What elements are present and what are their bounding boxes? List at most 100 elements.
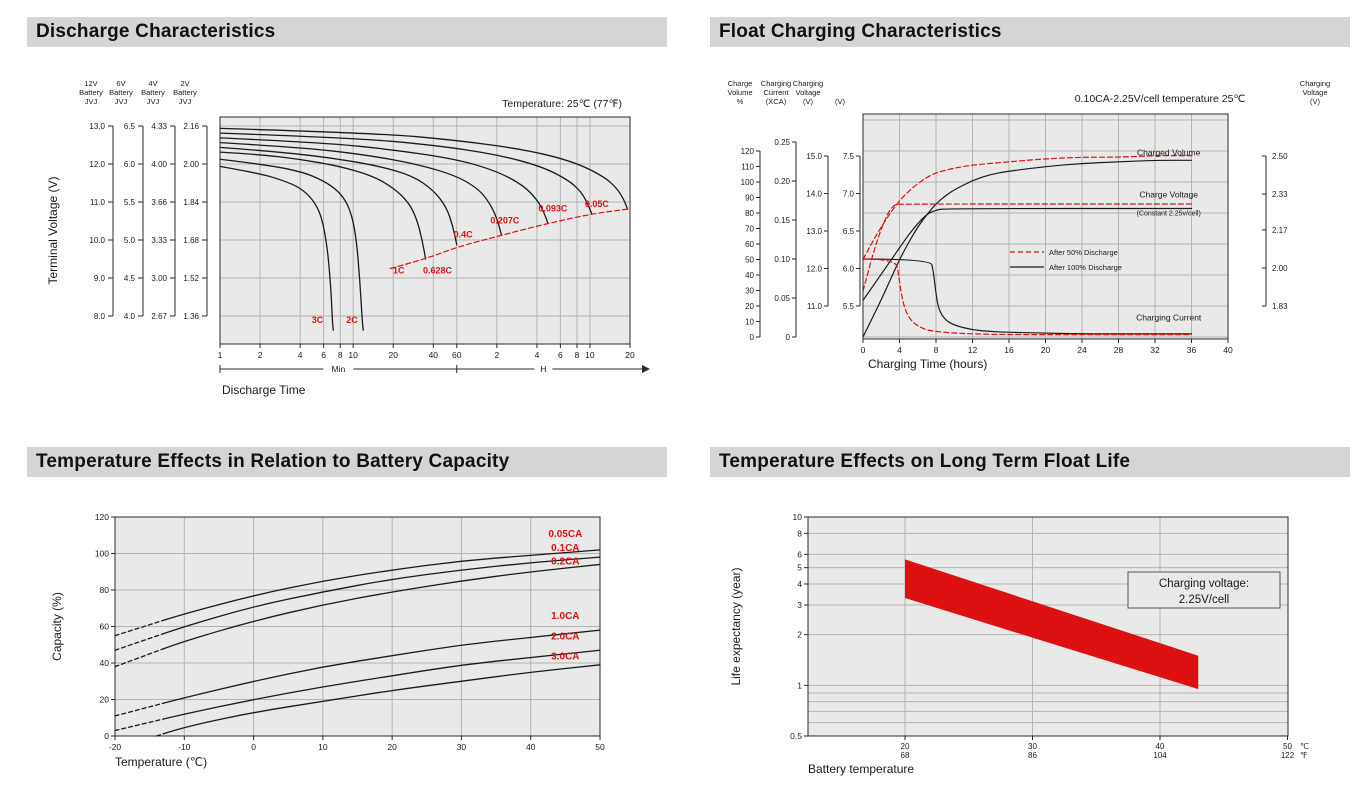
curve-label: 0.207C [490, 215, 520, 225]
x-tick-label: 0 [861, 345, 866, 355]
x-tick-fahrenheit: 122 [1281, 751, 1295, 760]
scale-header: 2V [180, 79, 189, 88]
axis-header: Volume [727, 88, 752, 97]
axis-arrow [642, 365, 650, 373]
panel-title-float-charging: Float Charging Characteristics [710, 17, 1350, 47]
curve-label: 0.1CA [551, 543, 579, 554]
scale-header: 12V [84, 79, 97, 88]
axis-value: 20 [745, 302, 754, 311]
axis-value: 7.0 [843, 190, 855, 199]
axis-value: 0.25 [774, 138, 790, 147]
axis-value: 10 [745, 318, 754, 327]
x-tick-label: 8 [338, 350, 343, 360]
annotation-line1: Charging voltage: [1159, 578, 1249, 590]
axis-value: 70 [745, 225, 754, 234]
scale-header: JVJ [115, 97, 128, 106]
plot-frame [862, 113, 1229, 340]
axis-value: 120 [741, 147, 755, 156]
scale-value: 4.5 [124, 274, 136, 283]
y-axis-title: Life expectancy (year) [729, 567, 743, 685]
x-tick-label: 16 [1004, 345, 1014, 355]
curve-label: 0.05CA [548, 529, 582, 540]
scale-header: Battery [79, 88, 103, 97]
curve-label: 2.0CA [551, 631, 579, 642]
scale-header: JVJ [85, 97, 98, 106]
curve-dashed-0.05CA [114, 619, 165, 637]
series-label: (Constant 2.25v/cell) [1137, 210, 1201, 217]
scale-value: 4.0 [124, 312, 136, 321]
axis-value: 0 [786, 333, 791, 342]
axis-header: Current [763, 88, 789, 97]
y-tick-label: 0.5 [790, 731, 802, 741]
scale-header: 6V [116, 79, 125, 88]
axis-value: 40 [745, 271, 754, 280]
discharge-curve-0.4C [219, 141, 503, 236]
x-tick-label: 20 [625, 350, 635, 360]
axis-header: Charge [728, 79, 753, 88]
axis-value: 5.5 [843, 302, 855, 311]
axis-header: (V) [803, 97, 814, 106]
y-tick-label: 6 [797, 549, 802, 559]
x-tick-label: 32 [1150, 345, 1160, 355]
y-tick-label: 1 [797, 680, 802, 690]
scale-value: 4.33 [151, 122, 167, 131]
x-tick-label: 20 [387, 742, 397, 752]
x-tick-label: 10 [318, 742, 328, 752]
series-charging-current-after-100 [862, 258, 1193, 335]
curve-dashed-2.0CA [114, 718, 165, 732]
axis-value: 0.05 [774, 294, 790, 303]
axis-header: % [737, 97, 744, 106]
panel-float-charging: Float Charging Characteristics 0 4 8 12 16 20… [710, 17, 1350, 384]
scale-value: 5.0 [124, 236, 136, 245]
y-tick-label: 40 [100, 658, 110, 668]
y-tick-label: 20 [100, 695, 110, 705]
panel-title-float-life: Temperature Effects on Long Term Float L… [710, 447, 1350, 477]
series-charged-volume-after-100 [862, 159, 1193, 338]
x-tick-celsius: 20 [901, 742, 910, 751]
curve-label: 0.628C [423, 265, 453, 275]
curve-label: 2C [346, 315, 358, 325]
x-tick-celsius: 40 [1156, 742, 1165, 751]
axis-value: 2.50 [1272, 152, 1288, 161]
x-tick-label: 2 [494, 350, 499, 360]
y-tick-label: 4 [797, 579, 802, 589]
axis-value: 2.17 [1272, 226, 1288, 235]
x-tick-label: 10 [585, 350, 595, 360]
plot-frame [807, 516, 1289, 737]
curve-dashed-3.0CA [155, 733, 165, 737]
x-axis-title: Charging Time (hours) [868, 357, 987, 371]
plot-frame [219, 116, 631, 345]
y-axis-title: Terminal Voltage (V) [46, 176, 60, 284]
scale-header: Battery [173, 88, 197, 97]
scale-value: 1.68 [183, 236, 199, 245]
discharge-chart: 1 2 4 6 8 10 20 40 60 2 4 6 8 10 20 3C 2C 1C 0.628C 0.4C 0.2… [46, 79, 650, 397]
x-tick-label: 40 [1223, 345, 1233, 355]
scale-value: 1.52 [183, 274, 199, 283]
scale-header: 4V [148, 79, 157, 88]
x-axis-title: Discharge Time [222, 383, 306, 397]
axis-value: 0.15 [774, 216, 790, 225]
temp-capacity-chart: -20 -10 0 10 20 30 40 50 0 20 40 60 80 100 120 0.05CA 0.… [50, 512, 605, 769]
fahrenheit-unit: ℉ [1300, 751, 1308, 760]
x-tick-label: 24 [1077, 345, 1087, 355]
axis-value: 100 [741, 178, 755, 187]
axis-header: Charging [1300, 79, 1330, 88]
x-tick-label: 50 [595, 742, 605, 752]
floatlife-chart-root: 206830864010450122℃℉1086543210.5Charging… [729, 512, 1309, 776]
panel-discharge: Discharge Characteristics 1 2 4 6 8 10 20 40 60 2… [27, 17, 667, 404]
chart-note: 0.10CA-2.25V/cell temperature 25℃ [1075, 93, 1246, 105]
curve-label: 0.05C [585, 199, 610, 209]
axis-value: 2.33 [1272, 190, 1288, 199]
x-tick-label: 10 [348, 350, 358, 360]
y-tick-label: 2 [797, 630, 802, 640]
axis-value: 0.20 [774, 177, 790, 186]
x-tick-label: 4 [535, 350, 540, 360]
axis-value: 6.5 [843, 227, 855, 236]
final-voltage-locus [389, 208, 629, 270]
scale-value: 11.0 [90, 198, 106, 207]
annotation-line2: 2.25V/cell [1179, 594, 1230, 606]
y-axis-title: Capacity (%) [50, 592, 64, 661]
x-axis-title: Temperature (℃) [115, 755, 207, 769]
